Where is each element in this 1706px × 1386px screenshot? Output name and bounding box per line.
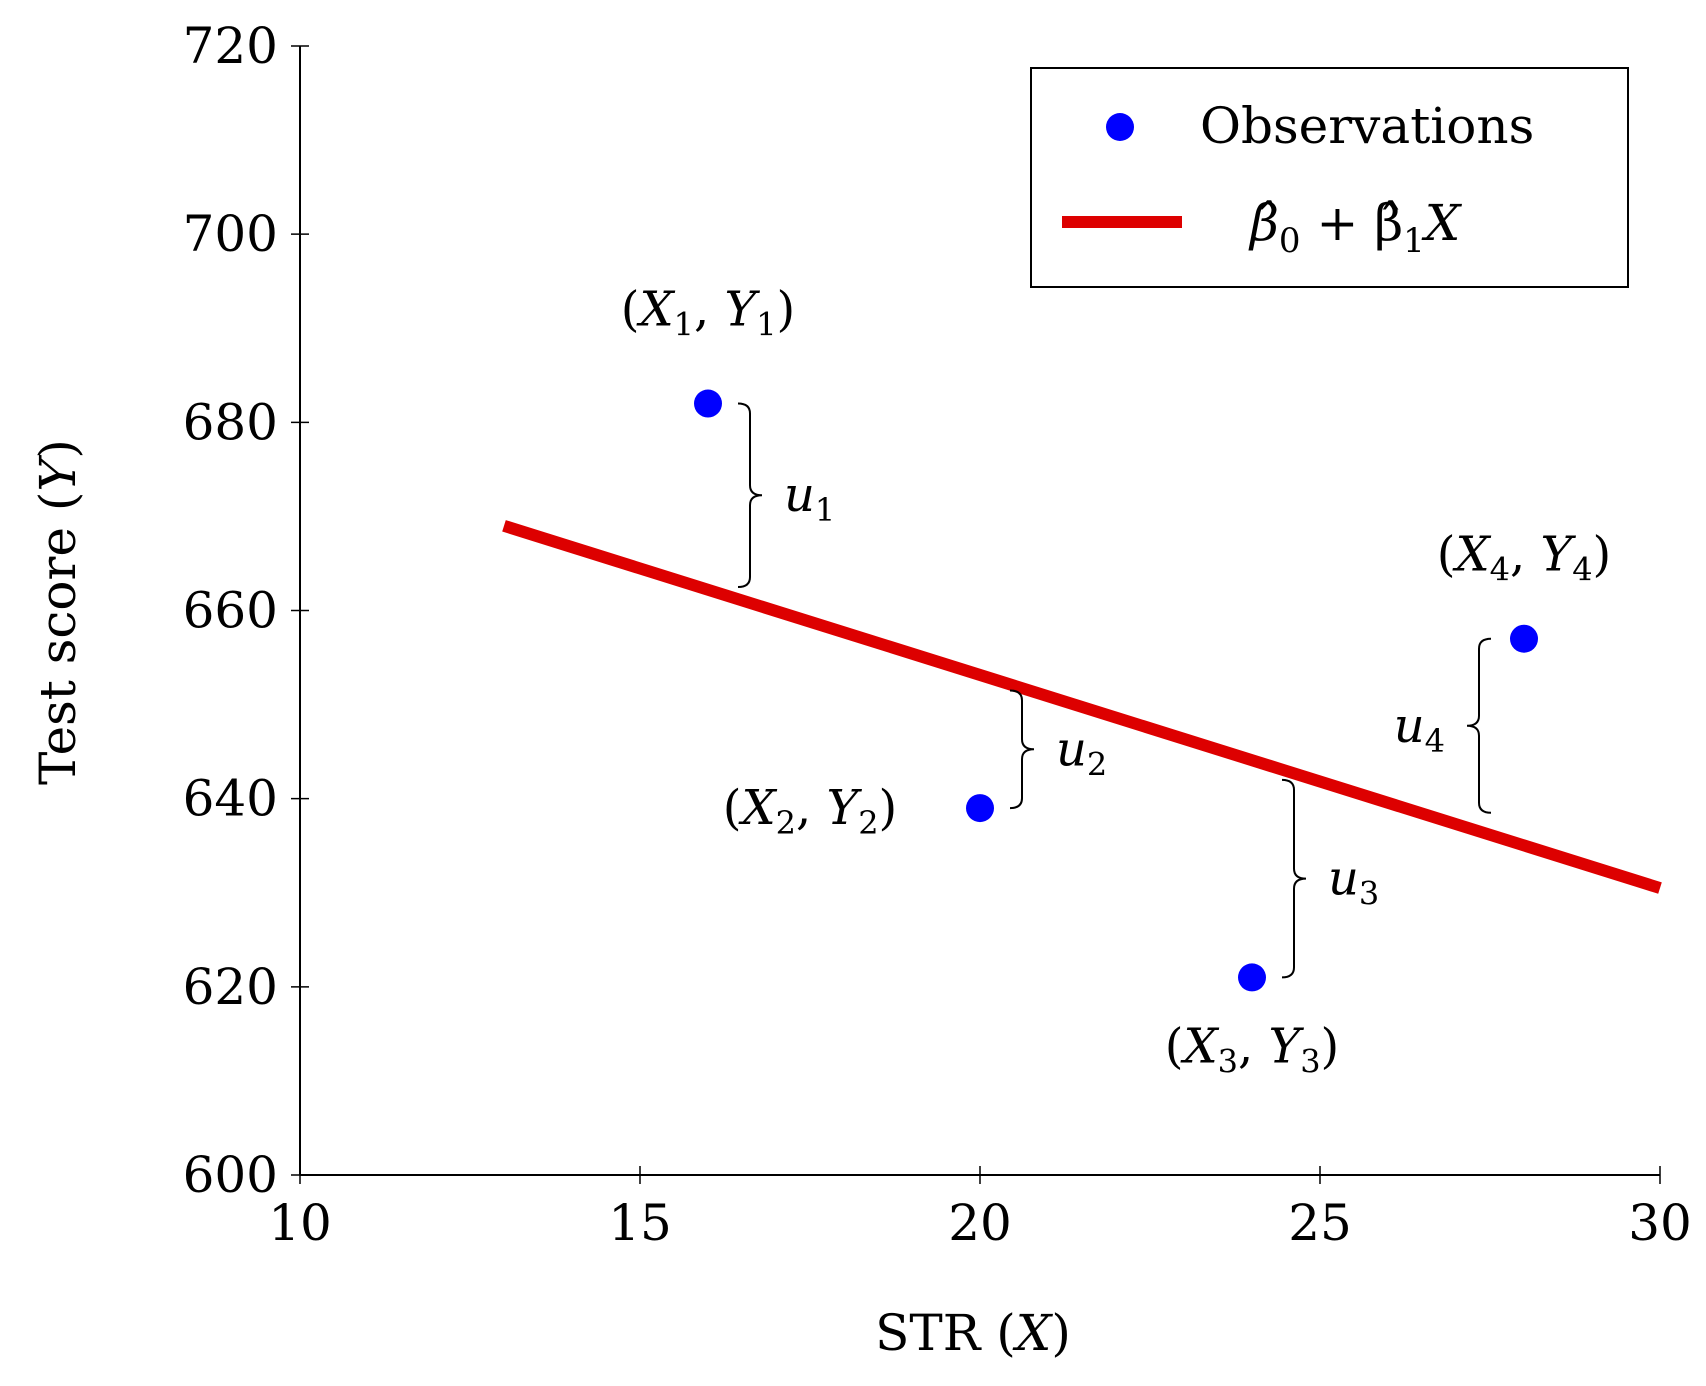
observation-point [1238,963,1266,992]
y-tick-label: 680 [183,393,278,451]
fit-line [502,520,1662,894]
legend-fit-line-label: β̂0 + β̂1X [1248,194,1463,261]
residual-brace [1009,689,1035,810]
residual-brace [1281,778,1307,979]
x-tick-label: 10 [268,1194,332,1252]
observation-point [694,389,722,418]
fit-line-layer [502,520,1662,894]
residual-label: u3 [1328,851,1379,913]
x-axis-ticks: 10 15 20 25 30 [268,1166,1692,1252]
residual-label: u2 [1056,721,1107,783]
residual-braces: u1 u2 u3 u4 [737,402,1492,979]
legend-observations-marker [1106,113,1134,141]
residual-brace [1466,637,1492,814]
y-tick-label: 600 [183,1146,278,1204]
observation-point [966,794,994,823]
observation-point [1510,624,1538,653]
y-tick-label: 620 [183,958,278,1016]
point-label: (X2, Y2) [723,780,898,842]
residual-label: u4 [1394,698,1445,760]
legend-observations-label: Observations [1200,97,1534,155]
point-label: (X1, Y1) [621,282,796,344]
x-tick-label: 20 [948,1194,1012,1252]
point-labels: (X1, Y1) (X2, Y2) (X3, Y3) (X4, Y4) [621,282,1612,1081]
y-axis-title: Test score (Y) [29,439,87,785]
y-axis-ticks: 600 620 640 660 680 700 720 [183,17,309,1204]
x-tick-label: 30 [1628,1194,1692,1252]
residual-brace [737,402,763,588]
x-tick-label: 25 [1288,1194,1352,1252]
legend: Observations β̂0 + β̂1X [1030,67,1629,288]
point-label: (X4, Y4) [1437,527,1612,589]
point-label: (X3, Y3) [1165,1018,1340,1080]
observation-points [694,389,1538,992]
y-tick-label: 660 [183,582,278,640]
x-axis-title: STR (X) [875,1304,1071,1362]
y-tick-label: 640 [183,770,278,828]
x-tick-label: 15 [608,1194,672,1252]
residual-label: u1 [784,467,835,529]
y-tick-label: 720 [183,17,278,75]
legend-box [1030,67,1629,288]
y-tick-label: 700 [183,205,278,263]
